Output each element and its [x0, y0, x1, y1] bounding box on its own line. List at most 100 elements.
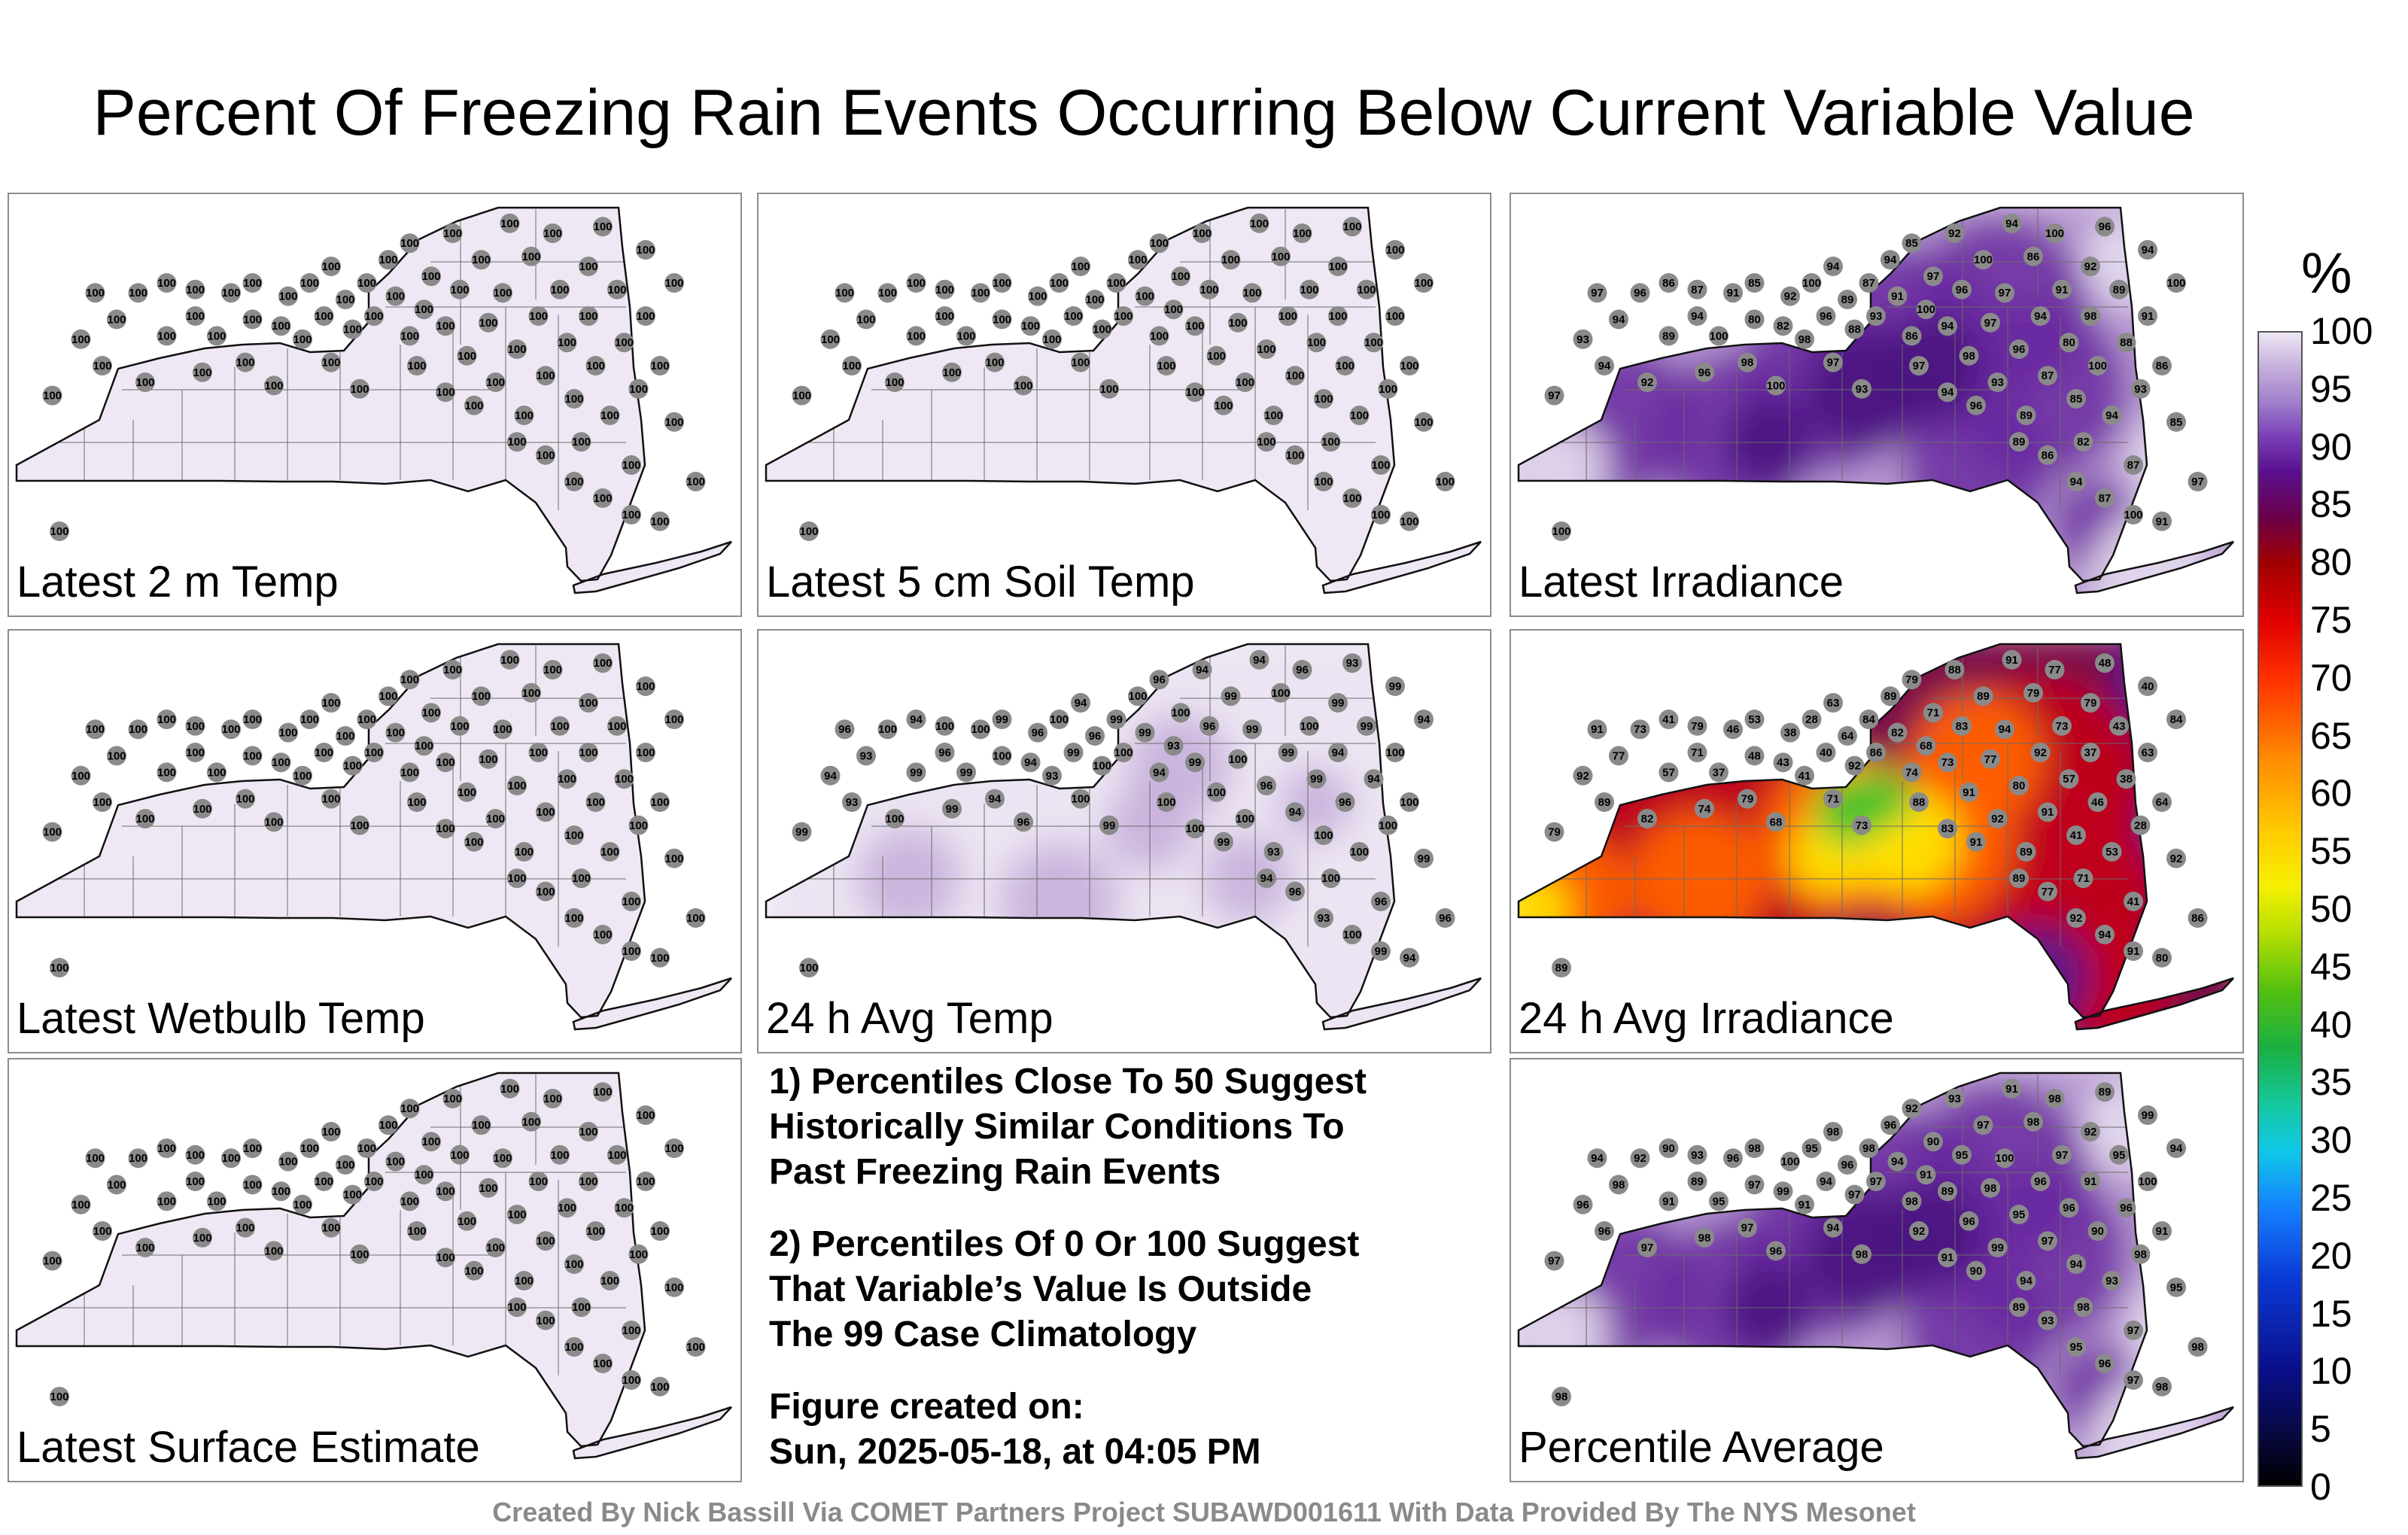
station-value: 100	[350, 383, 369, 396]
station-dot	[1738, 789, 1757, 809]
station-dot	[1866, 743, 1886, 762]
station-value: 100	[1307, 336, 1326, 349]
station-value: 87	[1691, 284, 1704, 296]
station-marker: 93	[2130, 378, 2151, 399]
station-value: 82	[2077, 436, 2090, 448]
station-marker: 99	[942, 798, 962, 819]
station-value: 100	[50, 525, 68, 538]
station-value: 100	[186, 284, 205, 296]
station-dot	[1199, 716, 1219, 736]
station-value: 100	[336, 293, 354, 306]
station-marker: 38	[2116, 769, 2136, 789]
station-value: 100	[343, 760, 362, 773]
station-marker: 86	[1866, 743, 1886, 762]
station-marker: 100	[593, 1082, 613, 1102]
station-dot	[593, 925, 613, 944]
station-value: 100	[650, 515, 669, 528]
station-marker: 100	[357, 710, 377, 729]
station-marker: 100	[321, 1217, 341, 1238]
station-marker: 100	[650, 947, 670, 968]
station-dot	[42, 1251, 62, 1271]
station-marker: 97	[1738, 1217, 1757, 1238]
station-marker: 73	[1630, 719, 1650, 740]
station-dot	[1780, 1151, 1800, 1172]
station-dot	[571, 1297, 591, 1318]
station-dot	[2052, 1144, 2072, 1165]
station-marker: 99	[1185, 752, 1205, 773]
station-dot	[50, 1387, 69, 1406]
station-dot	[264, 375, 284, 396]
station-dot	[935, 716, 955, 736]
station-value: 100	[129, 287, 147, 299]
station-dot	[1163, 299, 1184, 320]
station-dot	[221, 1148, 241, 1169]
station-marker: 100	[628, 378, 649, 399]
station-marker: 91	[2052, 279, 2072, 299]
station-dot	[622, 455, 641, 475]
station-marker: 96	[2095, 217, 2115, 237]
station-marker: 100	[485, 372, 506, 392]
station-marker: 37	[1709, 762, 1728, 783]
station-dot	[471, 1115, 491, 1135]
station-value: 100	[300, 713, 319, 726]
station-value: 100	[593, 1357, 612, 1370]
station-value: 100	[1185, 822, 1204, 835]
station-dot	[157, 710, 177, 729]
station-dot	[521, 246, 541, 266]
station-dot	[935, 306, 955, 326]
station-marker: 100	[314, 306, 334, 326]
station-marker: 91	[1938, 1248, 1957, 1268]
station-value: 100	[1350, 846, 1369, 859]
station-marker: 100	[636, 1172, 655, 1191]
station-marker: 100	[877, 719, 898, 740]
station-marker: 100	[543, 1089, 563, 1108]
station-value: 37	[2084, 746, 2097, 759]
station-value: 100	[664, 713, 683, 726]
station-dot	[2066, 1337, 2086, 1357]
station-value: 100	[129, 1152, 147, 1165]
station-value: 100	[1371, 459, 1390, 472]
station-dot	[792, 385, 812, 406]
station-value: 88	[1913, 796, 1926, 809]
station-marker: 100	[507, 776, 527, 795]
station-marker: 100	[442, 223, 463, 243]
station-marker: 100	[536, 881, 555, 901]
station-dot	[2130, 815, 2151, 835]
station-value: 100	[956, 330, 975, 342]
station-dot	[600, 406, 620, 425]
station-dot	[536, 1231, 555, 1251]
station-value: 99	[2142, 1109, 2154, 1122]
station-value: 100	[43, 1255, 62, 1268]
station-dot	[1902, 670, 1922, 690]
station-value: 100	[622, 895, 640, 908]
station-marker: 100	[1328, 306, 1348, 326]
station-dot	[457, 782, 477, 802]
station-dot	[1587, 719, 1607, 740]
station-dot	[1659, 762, 1679, 783]
station-value: 99	[1332, 697, 1345, 710]
station-dot	[2038, 445, 2057, 465]
station-marker: 100	[571, 432, 591, 452]
station-marker: 100	[299, 710, 320, 729]
station-marker: 100	[421, 1132, 441, 1152]
station-value: 91	[2084, 1175, 2097, 1188]
station-value: 97	[1741, 1222, 1754, 1235]
station-dot	[536, 881, 555, 901]
station-marker: 100	[557, 1198, 577, 1218]
long-island-outline	[2074, 1406, 2234, 1460]
station-dot	[799, 958, 819, 977]
station-marker: 100	[877, 283, 898, 303]
station-marker: 100	[593, 1354, 613, 1373]
station-marker: 97	[2052, 1144, 2072, 1165]
station-dot	[2038, 1310, 2057, 1330]
station-marker: 100	[471, 1115, 491, 1135]
station-dot	[350, 378, 369, 399]
station-value: 57	[1662, 766, 1675, 779]
station-dot	[2087, 1221, 2108, 1241]
station-value: 100	[458, 350, 476, 363]
station-value: 94	[1260, 872, 1273, 885]
station-marker: 92	[1909, 1221, 1929, 1241]
station-marker: 94	[1249, 649, 1269, 670]
station-dot	[664, 848, 684, 868]
station-dot	[1371, 892, 1391, 911]
